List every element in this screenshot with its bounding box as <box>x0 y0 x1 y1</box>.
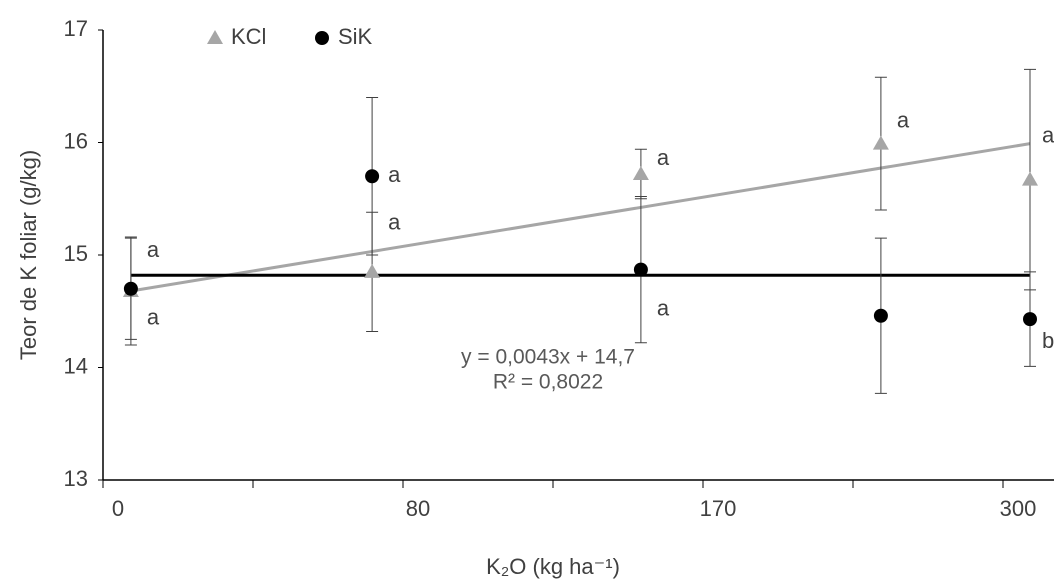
marker-triangle <box>207 30 223 44</box>
marker-circle <box>365 169 380 184</box>
trendline <box>130 142 1031 293</box>
y-tick-label: 15 <box>64 241 88 266</box>
significance-letter: a <box>657 295 670 320</box>
significance-letter: a <box>897 107 910 132</box>
x-axis-title: K₂O (kg ha⁻¹) <box>486 554 620 579</box>
significance-letter: a <box>1042 122 1054 147</box>
marker-circle <box>315 31 329 45</box>
x-tick-label: 170 <box>700 496 737 521</box>
x-tick-label: 80 <box>406 496 430 521</box>
significance-letter: a <box>388 162 401 187</box>
y-tick-label: 14 <box>64 353 88 378</box>
trend-equation: y = 0,0043x + 14,7 <box>461 346 635 369</box>
y-tick-label: 16 <box>64 128 88 153</box>
trend-r2: R² = 0,8022 <box>493 371 603 394</box>
significance-letter: a <box>388 210 401 235</box>
y-tick-label: 17 <box>64 16 88 41</box>
x-tick-label: 300 <box>1000 496 1037 521</box>
marker-triangle <box>632 166 649 180</box>
y-axis-title: Teor de K foliar (g/kg) <box>16 150 41 360</box>
x-tick-label: 0 <box>112 496 124 521</box>
significance-letter: a <box>147 305 160 330</box>
marker-circle <box>123 281 138 296</box>
marker-triangle <box>872 135 889 150</box>
marker-circle <box>1023 312 1037 327</box>
marker-circle <box>873 308 888 323</box>
y-tick-label: 13 <box>64 466 88 491</box>
marker-triangle <box>1022 171 1038 186</box>
legend-label: KCl <box>231 24 266 49</box>
significance-letter: b <box>1042 328 1054 353</box>
legend-label: SiK <box>338 24 373 49</box>
marker-circle <box>633 262 648 277</box>
marker-triangle <box>364 263 381 278</box>
significance-letter: a <box>147 237 160 262</box>
significance-letter: a <box>657 145 670 170</box>
